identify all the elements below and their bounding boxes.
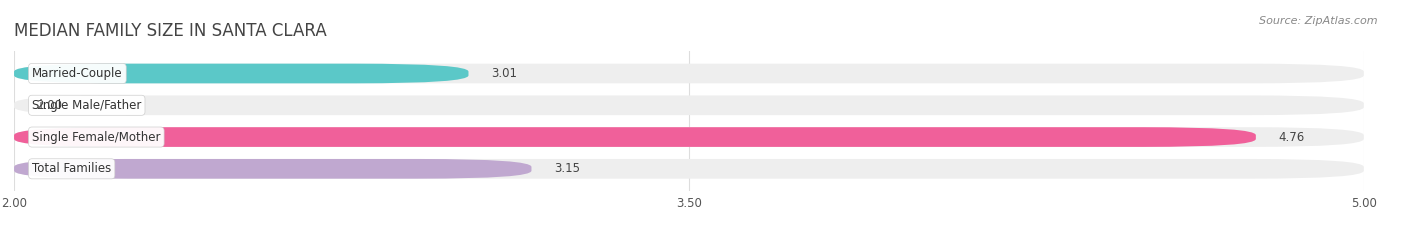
Text: MEDIAN FAMILY SIZE IN SANTA CLARA: MEDIAN FAMILY SIZE IN SANTA CLARA: [14, 22, 326, 40]
FancyBboxPatch shape: [14, 127, 1256, 147]
Text: 4.76: 4.76: [1278, 130, 1305, 144]
Text: Married-Couple: Married-Couple: [32, 67, 122, 80]
Text: 3.01: 3.01: [491, 67, 517, 80]
FancyBboxPatch shape: [14, 127, 1364, 147]
FancyBboxPatch shape: [14, 96, 1364, 115]
FancyBboxPatch shape: [14, 159, 531, 179]
Text: Source: ZipAtlas.com: Source: ZipAtlas.com: [1260, 16, 1378, 26]
FancyBboxPatch shape: [14, 64, 468, 83]
Text: 3.15: 3.15: [554, 162, 579, 175]
FancyBboxPatch shape: [14, 64, 1364, 83]
Text: 2.00: 2.00: [37, 99, 62, 112]
Text: Total Families: Total Families: [32, 162, 111, 175]
Text: Single Female/Mother: Single Female/Mother: [32, 130, 160, 144]
Text: Single Male/Father: Single Male/Father: [32, 99, 142, 112]
FancyBboxPatch shape: [14, 159, 1364, 179]
